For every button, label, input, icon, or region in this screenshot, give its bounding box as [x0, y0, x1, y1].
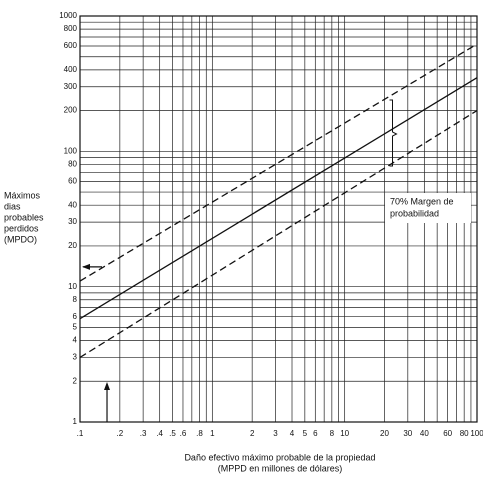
y-tick-label: 80 — [68, 160, 77, 169]
arrow-head — [82, 263, 90, 270]
margin-brace — [389, 99, 398, 167]
y-tick-label: 100 — [64, 146, 78, 155]
x-tick-label: 6 — [313, 429, 318, 438]
x-tick-label: 10 — [340, 429, 349, 438]
x-tick-label: .3 — [140, 429, 147, 438]
x-tick-label: 60 — [443, 429, 452, 438]
y-tick-label: 20 — [68, 241, 77, 250]
x-tick-label: 30 — [403, 429, 412, 438]
y-label-line: Máximos — [4, 190, 41, 200]
x-label-line: Daño efectivo máximo probable de la prop… — [184, 452, 375, 462]
x-tick-label: 5 — [303, 429, 308, 438]
x-tick-label: 2 — [250, 429, 255, 438]
y-label-line: perdidos — [4, 223, 39, 233]
annotation-text: 70% Margen de — [390, 196, 454, 206]
y-axis-label: Máximos dias probables perdidos (MPDO) — [4, 190, 44, 244]
y-tick-label: 1 — [73, 417, 78, 426]
x-tick-label: 20 — [380, 429, 389, 438]
series-line — [79, 43, 478, 282]
x-tick-label: .8 — [196, 429, 203, 438]
series-line — [79, 77, 478, 320]
annotation-text: probabilidad — [390, 208, 439, 218]
x-tick-label: 8 — [330, 429, 335, 438]
y-tick-label: 300 — [64, 82, 78, 91]
y-tick-label: 60 — [68, 176, 77, 185]
y-tick-label: 10 — [68, 282, 77, 291]
x-tick-label: .1 — [77, 429, 84, 438]
x-tick-label: 40 — [420, 429, 429, 438]
x-tick-label: .6 — [180, 429, 187, 438]
x-tick-label: 1 — [210, 429, 215, 438]
x-label-line: (MPPD en millones de dólares) — [218, 463, 343, 473]
x-tick-label: 100 — [470, 429, 483, 438]
y-tick-label: 5 — [73, 323, 78, 332]
series-line — [79, 110, 478, 358]
y-tick-label: 3 — [73, 353, 78, 362]
y-label-line: dias — [4, 201, 21, 211]
x-tick-label: 4 — [290, 429, 295, 438]
y-tick-label: 200 — [64, 106, 78, 115]
y-tick-label: 1000 — [59, 11, 77, 20]
annotation-box — [385, 193, 471, 223]
x-tick-label: .5 — [169, 429, 176, 438]
y-tick-label: 4 — [73, 336, 78, 345]
y-label-line: (MPDO) — [4, 234, 37, 244]
x-tick-label: .2 — [117, 429, 124, 438]
y-tick-label: 8 — [73, 295, 78, 304]
plot-frame — [79, 15, 478, 423]
y-tick-label: 6 — [73, 312, 78, 321]
x-tick-label: .4 — [156, 429, 163, 438]
y-tick-label: 40 — [68, 200, 77, 209]
x-tick-label: 3 — [273, 429, 278, 438]
y-tick-label: 2 — [73, 376, 78, 385]
y-tick-label: 400 — [64, 65, 78, 74]
arrow-head — [104, 382, 111, 390]
x-tick-label: 80 — [460, 429, 469, 438]
y-tick-label: 30 — [68, 217, 77, 226]
y-label-line: probables — [4, 212, 44, 222]
y-tick-label: 800 — [64, 24, 78, 33]
y-tick-label: 600 — [64, 41, 78, 50]
